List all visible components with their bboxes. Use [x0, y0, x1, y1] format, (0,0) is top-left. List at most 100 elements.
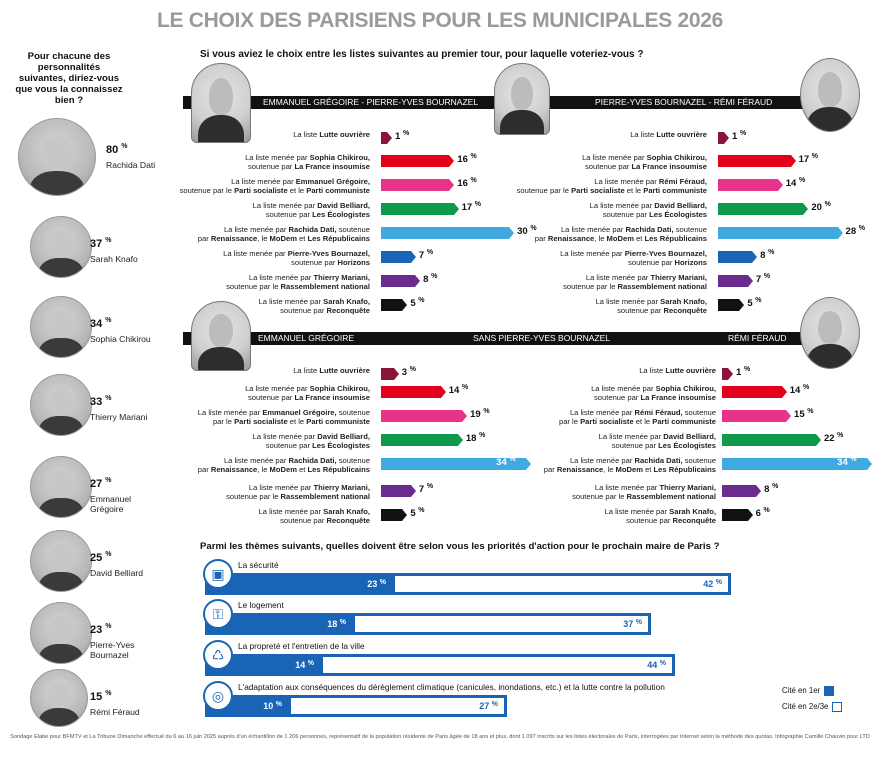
vote-bar-tip	[440, 386, 446, 398]
list-label-text: soutenue par le	[516, 186, 572, 195]
list-label-name: Sophia Chikirou,	[309, 153, 370, 162]
person-pierre-yves-bournazel: 23 % Pierre-Yves Bournazel	[10, 602, 160, 672]
person-emmanuel-gregoire: 27 % Emmanuel Grégoire	[10, 456, 160, 526]
list-label-text: La liste menée par	[594, 483, 660, 492]
list-label-name: Emmanuel Grégoire,	[262, 408, 337, 417]
list-label-text: et le	[624, 186, 644, 195]
vote-value: 17 %	[798, 153, 819, 165]
avatar-body	[38, 708, 80, 726]
scenario-2-banner: PIERRE-YVES BOURNAZEL - RÉMI FÉRAUD	[547, 96, 815, 109]
vote-bar-tip	[786, 410, 792, 422]
list-label-name: Sophia Chikirou,	[309, 384, 370, 393]
vote-bar-tip	[410, 485, 416, 497]
list-label-line-2: soutenue par le Rassemblement national	[110, 282, 370, 291]
list-label-party: Renaissance	[210, 234, 258, 243]
list-label-name: Rachida Dati,	[288, 456, 337, 465]
vote-value: 17 %	[461, 201, 482, 213]
percent-sign: %	[474, 201, 482, 208]
list-label: La liste menée par Sophia Chikirou, soute…	[456, 384, 716, 402]
vote-value: 34 %	[837, 456, 857, 468]
scenario-4-title: RÉMI FÉRAUD	[728, 333, 787, 343]
list-label-party: Les Républicains	[307, 465, 370, 474]
percent-sign: %	[307, 660, 314, 667]
vote-value: 19 %	[470, 408, 490, 420]
list-label-text: soutenue par	[265, 210, 313, 219]
theme-label: Le logement	[238, 600, 284, 610]
list-label-text: La liste	[293, 366, 320, 375]
list-label-text: , le	[257, 465, 270, 474]
legend-first: Cité en 1er	[782, 686, 835, 696]
vote-value: 1 %	[736, 366, 751, 378]
list-label-line-2: par le Parti socialiste et le Parti comm…	[456, 417, 716, 426]
list-label-party: Les Écologistes	[649, 210, 707, 219]
list-label-line-1: La liste menée par Rémi Féraud,	[447, 177, 707, 186]
scenario-3-4-banner: EMMANUEL GRÉGOIRE SANS PIERRE-YVES BOURN…	[183, 332, 833, 345]
list-label-text: , le	[594, 234, 607, 243]
notoriety-name: Thierry Mariani	[90, 412, 148, 422]
notoriety-value: 37 %	[90, 237, 112, 250]
theme-bar-frame: 18 % 37 %	[205, 613, 651, 635]
list-label-line-2: soutenue par La France insoumise	[110, 393, 370, 402]
vote-value: 7 %	[418, 249, 434, 261]
vote-bar-tip	[457, 434, 463, 446]
vote-bar	[381, 251, 416, 263]
percent-sign: %	[105, 395, 112, 402]
list-label-party: MoDem	[615, 465, 643, 474]
vote-value: 14 %	[448, 384, 469, 396]
vote-bar	[718, 179, 783, 191]
list-label: La liste menée par Rémi Féraud, soutenue …	[447, 177, 707, 195]
percent-sign: %	[479, 432, 486, 439]
percent-sign: %	[121, 143, 128, 150]
list-label: La liste menée par Thierry Mariani, soute…	[447, 273, 707, 291]
list-label-name: Sophia Chikirou,	[646, 153, 707, 162]
avatar-face	[47, 682, 71, 709]
vote-value: 34 %	[496, 456, 516, 468]
list-label: La liste menée par Rémi Féraud, soutenue…	[456, 408, 716, 426]
list-label-text: La liste menée par	[252, 201, 318, 210]
list-label-text: La liste	[293, 130, 320, 139]
list-label-party: MoDem	[269, 234, 297, 243]
list-label-text: soutenue	[682, 456, 716, 465]
list-label-text: soutenue par le	[226, 492, 281, 501]
legend-rest-swatch	[832, 702, 843, 712]
list-label-name: Lutte ouvrière	[656, 130, 707, 139]
avatar-pierre-yves-bournazel	[30, 602, 92, 664]
list-label-text: par	[197, 465, 211, 474]
vote-question: Si vous aviez le choix entre les listes …	[200, 49, 644, 60]
list-label-text: La liste menée par	[560, 249, 625, 258]
list-label-name: Rachida Dati,	[625, 225, 674, 234]
list-label-text: La liste menée par	[595, 297, 661, 306]
percent-sign: %	[426, 249, 434, 256]
list-label-party: Horizons	[337, 258, 371, 267]
percent-sign: %	[483, 408, 490, 415]
notoriety-value: 15 %	[90, 690, 112, 703]
list-label-line-2: soutenue par le Rassemblement national	[110, 492, 370, 501]
list-label-name: Lutte ouvrière	[665, 366, 716, 375]
vote-bar-tip	[410, 251, 416, 263]
list-label-text: et	[642, 465, 654, 474]
vote-bar	[381, 179, 455, 191]
vote-bar-tip	[526, 458, 532, 470]
list-label-text: soutenue par	[291, 258, 338, 267]
avatar-face	[49, 544, 73, 572]
scenario-1-title: EMMANUEL GRÉGOIRE - PIERRE-YVES BOURNAZE…	[263, 97, 479, 107]
list-label-line-1: La liste menée par Thierry Mariani,	[110, 273, 370, 282]
list-label-line-2: par Renaissance, le MoDem et Les Républi…	[447, 234, 707, 243]
list-label: La liste menée par Rachida Dati, soutenu…	[456, 456, 716, 474]
list-label-party: Parti communiste	[306, 417, 370, 426]
vote-bar-tip	[867, 458, 873, 470]
vote-bar-tip	[402, 509, 408, 521]
percent-sign: %	[850, 456, 857, 463]
percent-sign: %	[755, 297, 762, 304]
list-label-line-1: La liste menée par David Belliard,	[447, 201, 707, 210]
list-label-line-2: soutenue par Reconquête	[456, 516, 716, 525]
vote-bar	[722, 458, 873, 470]
source-note: Sondage Elabe pour BFMTV et La Tribune D…	[10, 734, 870, 740]
avatar-david-belliard	[30, 530, 92, 592]
percent-sign: %	[461, 384, 469, 391]
list-label-party: Parti communiste	[643, 186, 707, 195]
list-label-party: Parti socialiste	[571, 186, 625, 195]
list-label: La liste menée par Pierre-Yves Bournazel…	[110, 249, 370, 267]
percent-sign: %	[858, 225, 865, 232]
vote-bar-tip	[756, 485, 762, 497]
